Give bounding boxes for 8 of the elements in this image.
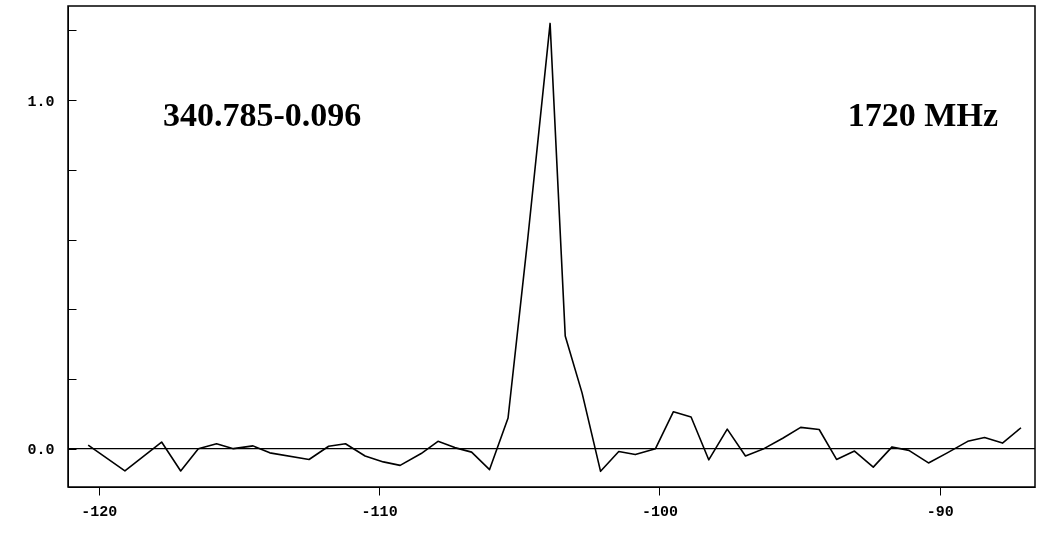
y-tick-label: 0.0 xyxy=(27,442,55,460)
x-tick-label: -100 xyxy=(641,503,678,521)
annotation: 340.785-0.096 xyxy=(163,96,362,133)
x-tick-label: -90 xyxy=(926,503,954,521)
x-tick-label: -120 xyxy=(81,503,118,521)
y-tick-label: 1.0 xyxy=(27,93,55,111)
x-tick-label: -110 xyxy=(361,503,398,521)
annotation: 1720 MHz xyxy=(847,96,998,133)
